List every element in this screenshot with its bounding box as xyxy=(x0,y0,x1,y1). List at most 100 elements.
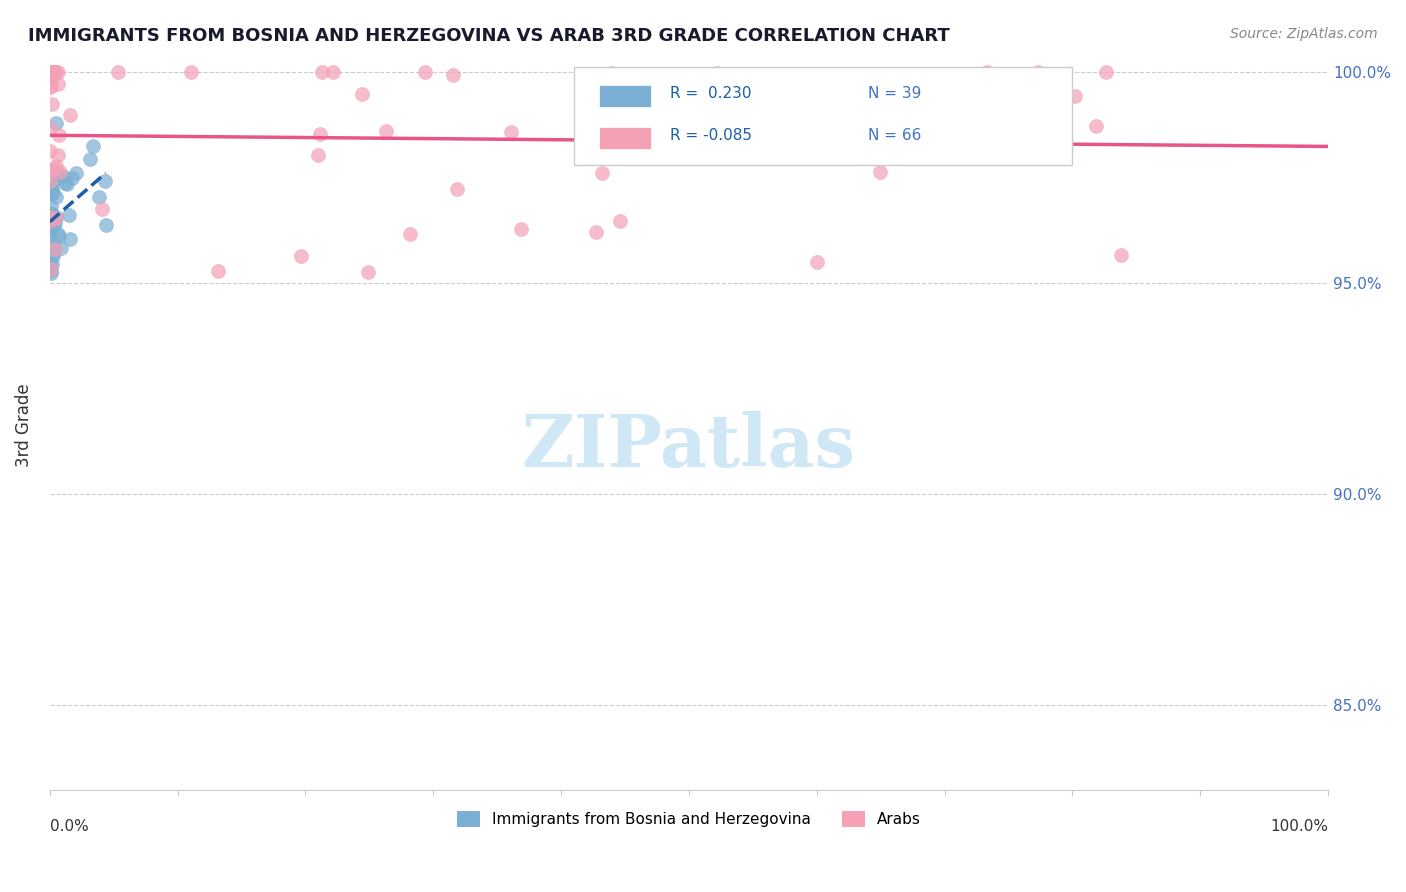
Point xyxy=(49,241,72,255)
Point xyxy=(41,65,63,79)
Point xyxy=(834,82,856,96)
Point xyxy=(706,66,728,80)
Y-axis label: 3rd Grade: 3rd Grade xyxy=(15,383,32,467)
Point xyxy=(38,211,60,225)
Point xyxy=(48,128,70,142)
Bar xyxy=(599,127,651,149)
Point xyxy=(350,87,373,102)
Text: N = 39: N = 39 xyxy=(868,87,921,102)
Point xyxy=(59,232,82,246)
Point xyxy=(39,65,62,79)
Point xyxy=(60,171,83,186)
FancyBboxPatch shape xyxy=(574,67,1073,166)
Legend: Immigrants from Bosnia and Herzegovina, Arabs: Immigrants from Bosnia and Herzegovina, … xyxy=(451,805,927,833)
Point xyxy=(42,65,65,79)
Point xyxy=(45,211,67,225)
Point xyxy=(39,65,62,79)
Point xyxy=(1026,65,1049,79)
Point xyxy=(499,125,522,139)
Point xyxy=(591,166,613,180)
Point xyxy=(290,249,312,263)
Point xyxy=(44,216,66,230)
Point xyxy=(41,207,63,221)
Point xyxy=(39,65,62,79)
Point xyxy=(49,165,72,179)
Point xyxy=(42,161,65,176)
Point xyxy=(44,173,66,187)
Point xyxy=(44,240,66,254)
Point xyxy=(39,186,62,201)
Point xyxy=(41,65,63,79)
Point xyxy=(576,147,599,161)
Point xyxy=(446,182,468,196)
Point xyxy=(39,144,62,158)
Point xyxy=(1095,65,1118,79)
Point xyxy=(869,164,891,178)
Point xyxy=(374,124,396,138)
Point xyxy=(609,214,631,228)
Point xyxy=(39,230,62,244)
Point xyxy=(45,190,67,204)
Point xyxy=(929,96,952,111)
Point xyxy=(39,266,62,280)
Point xyxy=(48,228,70,243)
Point xyxy=(107,65,129,79)
Point xyxy=(41,97,63,112)
Point xyxy=(1064,89,1087,103)
Point xyxy=(41,257,63,271)
Point xyxy=(510,222,533,236)
Point xyxy=(322,65,344,79)
Point xyxy=(585,225,607,239)
Point xyxy=(53,177,76,191)
Point xyxy=(45,159,67,173)
Point xyxy=(39,162,62,177)
Point xyxy=(46,77,69,91)
Point xyxy=(1085,119,1108,133)
Point xyxy=(46,227,69,241)
Point xyxy=(65,166,87,180)
Point xyxy=(59,108,82,122)
Point xyxy=(39,213,62,227)
Point xyxy=(46,65,69,79)
Point xyxy=(45,116,67,130)
Point xyxy=(207,264,229,278)
Point xyxy=(413,65,436,79)
Text: IMMIGRANTS FROM BOSNIA AND HERZEGOVINA VS ARAB 3RD GRADE CORRELATION CHART: IMMIGRANTS FROM BOSNIA AND HERZEGOVINA V… xyxy=(28,27,950,45)
Point xyxy=(39,79,62,94)
Point xyxy=(39,263,62,277)
Point xyxy=(56,177,79,191)
Point xyxy=(41,68,63,82)
Text: Source: ZipAtlas.com: Source: ZipAtlas.com xyxy=(1230,27,1378,41)
Point xyxy=(42,249,65,263)
Point xyxy=(398,227,420,242)
Point xyxy=(39,182,62,196)
Point xyxy=(58,208,80,222)
Point xyxy=(94,219,117,233)
Point xyxy=(307,147,329,161)
Point xyxy=(39,121,62,136)
Point xyxy=(44,210,66,224)
Point xyxy=(91,202,114,216)
Point xyxy=(441,69,464,83)
Text: R =  0.230: R = 0.230 xyxy=(669,87,751,102)
Point xyxy=(38,174,60,188)
Text: R = -0.085: R = -0.085 xyxy=(669,128,752,143)
Point xyxy=(39,227,62,241)
Text: N = 66: N = 66 xyxy=(868,128,921,143)
Point xyxy=(41,65,63,79)
Point xyxy=(41,181,63,195)
Point xyxy=(1109,248,1132,262)
Point xyxy=(41,65,63,79)
Point xyxy=(773,145,796,160)
Point xyxy=(39,262,62,277)
Bar xyxy=(599,85,651,107)
Point xyxy=(357,265,380,279)
Point xyxy=(41,186,63,200)
Point xyxy=(48,148,70,162)
Point xyxy=(39,70,62,85)
Point xyxy=(39,78,62,93)
Point xyxy=(79,152,101,166)
Point xyxy=(87,189,110,203)
Point xyxy=(976,65,998,79)
Point xyxy=(45,65,67,79)
